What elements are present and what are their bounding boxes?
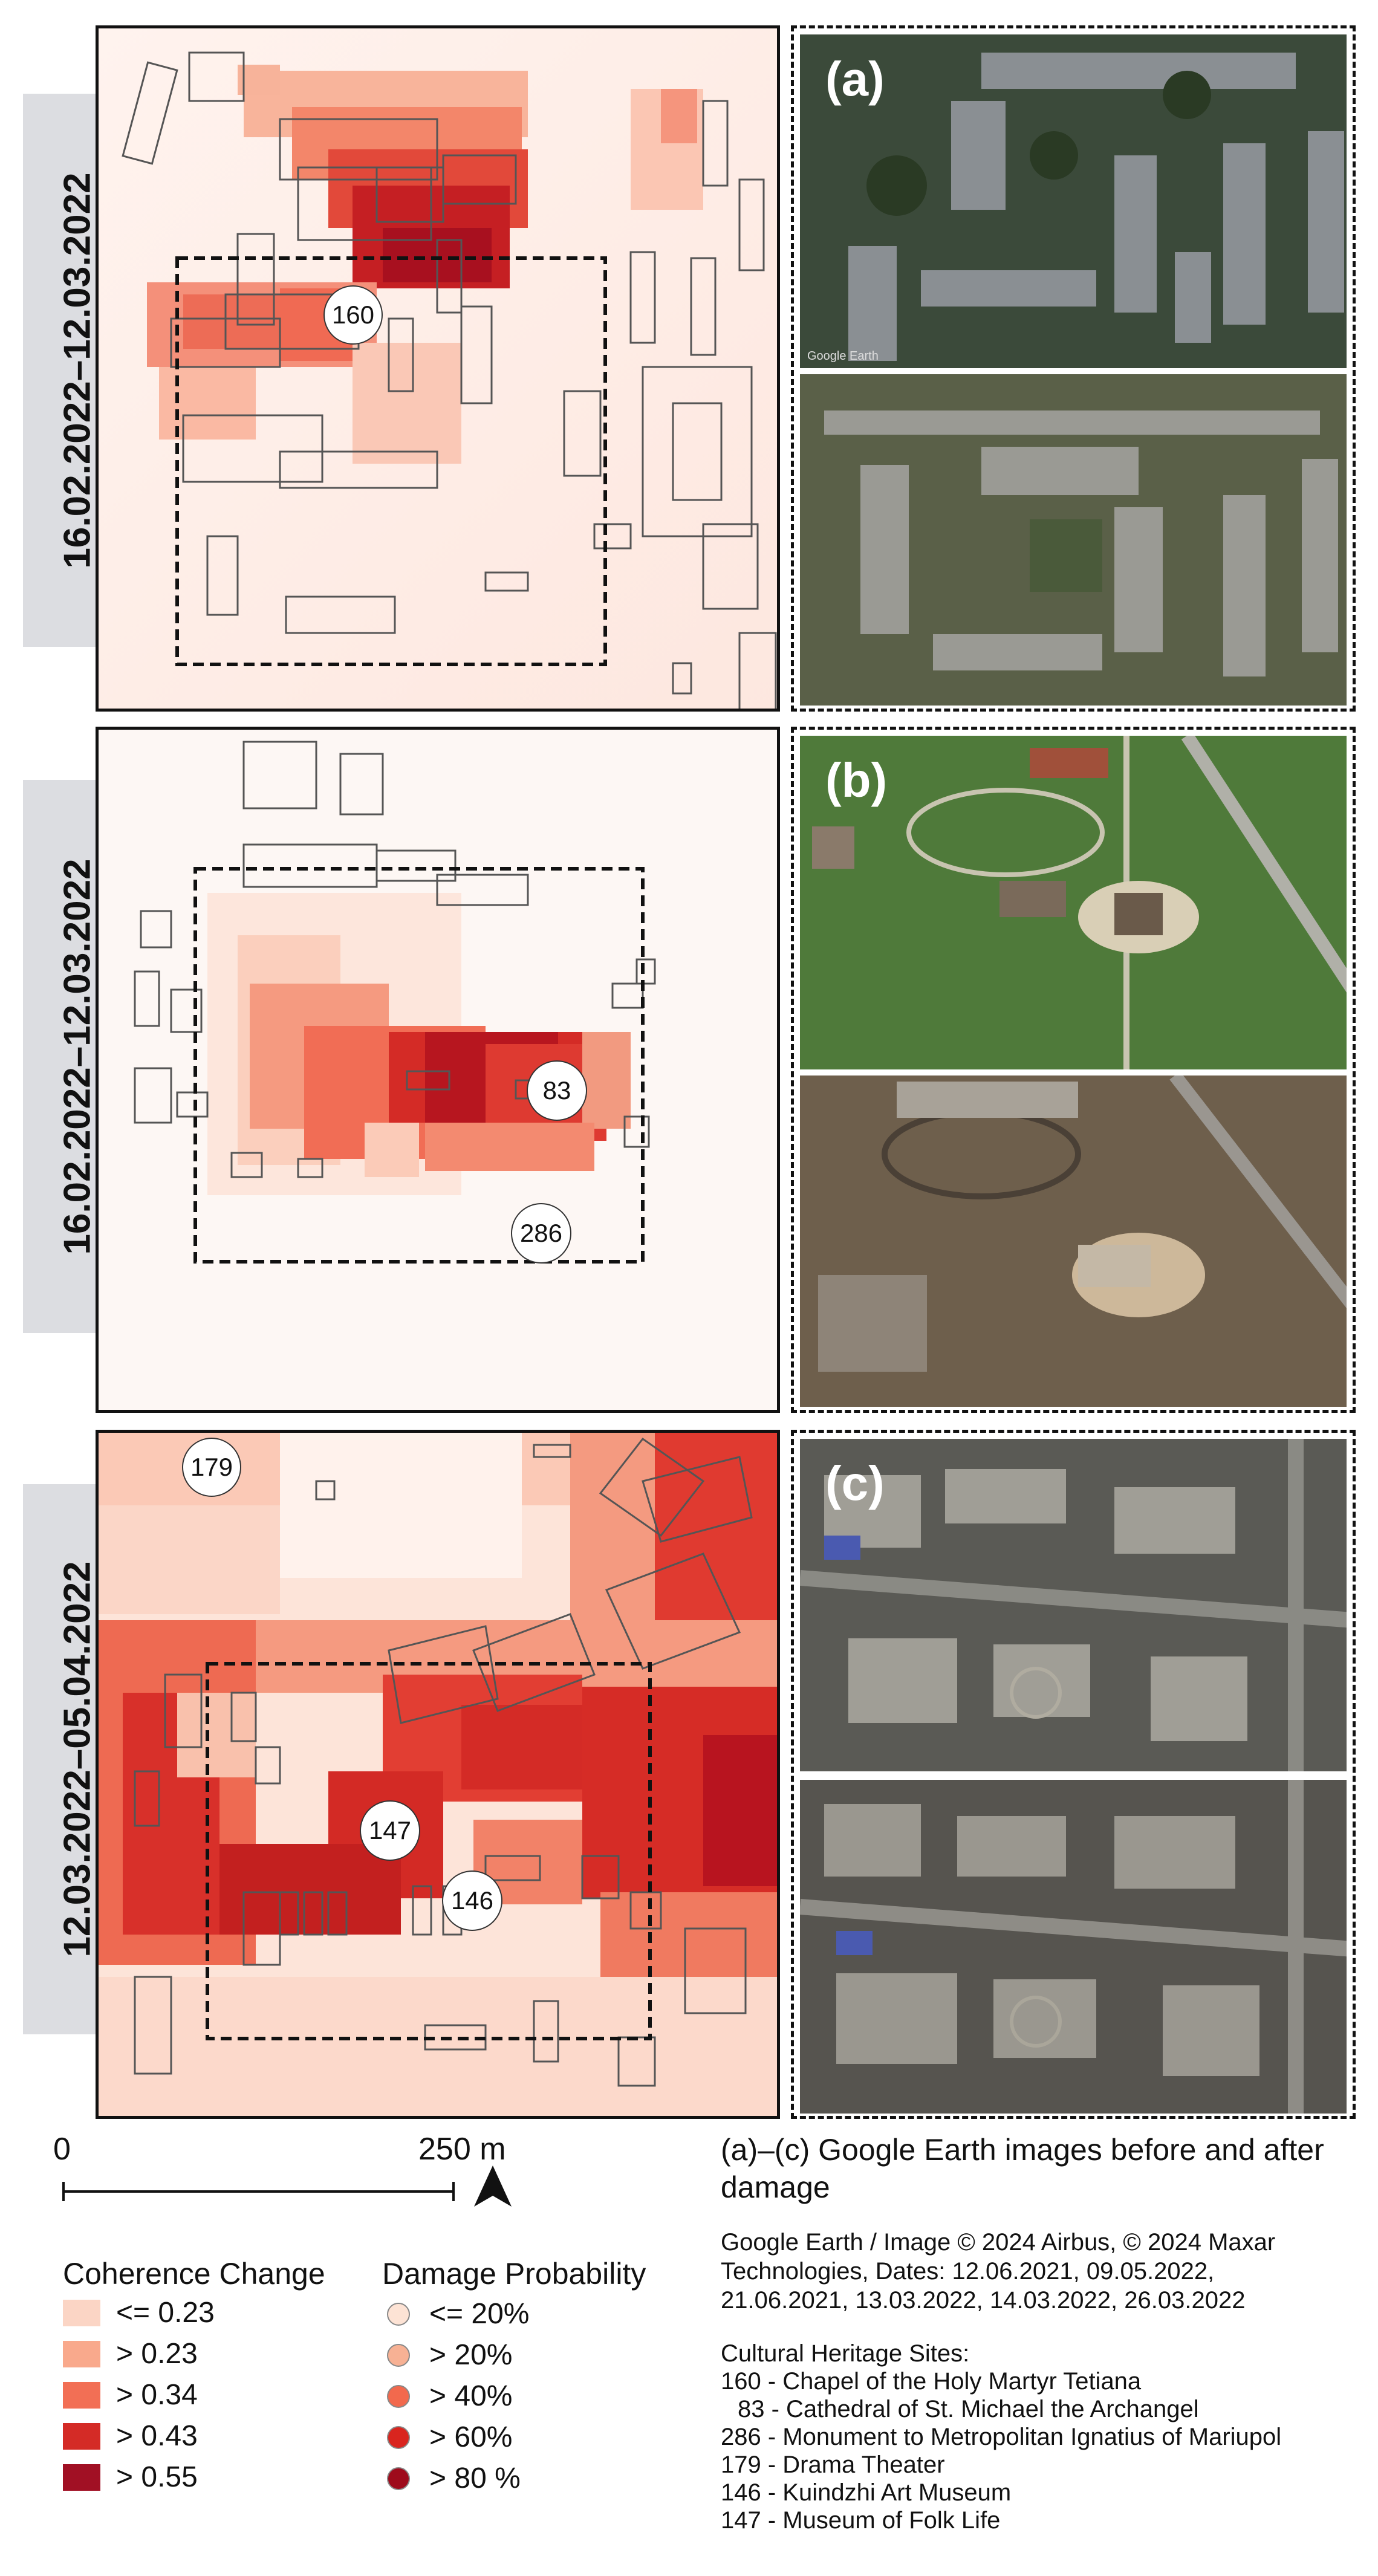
damage-legend-item: > 60%	[387, 2421, 512, 2454]
coherence-grid-b	[99, 730, 777, 1410]
map-panel-c: 179 147 146	[96, 1430, 780, 2119]
damage-dot	[387, 2467, 410, 2490]
heritage-item: 160 - Chapel of the Holy Martyr Tetiana	[721, 2368, 1142, 2395]
coherence-legend-item: > 0.23	[63, 2337, 198, 2370]
coherence-legend-title: Coherence Change	[63, 2257, 325, 2291]
heritage-item: 179 - Drama Theater	[721, 2451, 945, 2478]
heritage-list: Cultural Heritage Sites: 160 - Chapel of…	[721, 2340, 1281, 2534]
heritage-site-marker-179: 179	[182, 1438, 241, 1497]
satellite-images-c: (c)	[791, 1430, 1356, 2119]
heritage-site-marker-147: 147	[360, 1800, 420, 1861]
caption: (a)–(c) Google Earth images before and a…	[721, 2133, 1324, 2204]
satellite-images-b: (b)	[791, 727, 1356, 1413]
coherence-swatch	[63, 2340, 100, 2367]
scale-end-label: 250 m	[418, 2132, 506, 2167]
satellite-after-b	[800, 1075, 1347, 1407]
damage-legend-item: > 80 %	[387, 2462, 521, 2495]
scale-start-label: 0	[53, 2132, 71, 2167]
damage-legend-item: > 40%	[387, 2380, 512, 2413]
damage-dot	[387, 2302, 410, 2326]
coherence-grid-c	[99, 1433, 777, 2116]
map-panel-a: 160	[96, 25, 780, 712]
heritage-item: 286 - Monument to Metropolitan Ignatius …	[721, 2424, 1282, 2450]
google-earth-watermark: Google Earth	[807, 349, 879, 363]
heritage-item: 83 - Cathedral of St. Michael the Archan…	[738, 2396, 1199, 2422]
coherence-legend-item: > 0.55	[63, 2461, 198, 2494]
heritage-site-marker-146: 146	[442, 1870, 502, 1931]
heritage-site-marker-160: 160	[323, 285, 383, 345]
satellite-after-a	[800, 374, 1347, 706]
satellite-before-a: (a) Google Earth	[800, 34, 1347, 368]
coherence-swatch	[63, 2381, 100, 2409]
damage-dot	[387, 2384, 410, 2408]
damage-legend-item: > 20%	[387, 2338, 512, 2372]
coherence-swatch	[63, 2464, 100, 2491]
satellite-after-c	[800, 1780, 1347, 2114]
damage-dot	[387, 2425, 410, 2449]
coherence-legend-item: <= 0.23	[63, 2296, 215, 2329]
heritage-item: 146 - Kuindzhi Art Museum	[721, 2479, 1012, 2506]
panel-letter-b: (b)	[825, 753, 888, 807]
coherence-swatch	[63, 2422, 100, 2450]
satellite-before-c: (c)	[800, 1439, 1347, 1771]
scale-bar	[62, 2182, 455, 2201]
coherence-swatch	[63, 2299, 100, 2326]
heritage-item: 147 - Museum of Folk Life	[721, 2507, 1001, 2534]
map-panel-b: 83 286	[96, 727, 780, 1413]
satellite-before-b: (b)	[800, 736, 1347, 1069]
coherence-legend-item: > 0.34	[63, 2378, 198, 2412]
coherence-legend-item: > 0.43	[63, 2419, 198, 2453]
panel-letter-c: (c)	[825, 1456, 885, 1510]
damage-legend-title: Damage Probability	[382, 2257, 646, 2291]
damage-dot	[387, 2343, 410, 2367]
satellite-images-a: (a) Google Earth	[791, 25, 1356, 712]
damage-legend-item: <= 20%	[387, 2297, 529, 2331]
heritage-list-title: Cultural Heritage Sites:	[721, 2340, 970, 2367]
heritage-site-marker-286: 286	[511, 1203, 571, 1264]
coherence-grid-a	[99, 28, 777, 709]
north-arrow-icon	[474, 2166, 512, 2207]
heritage-site-marker-83: 83	[527, 1060, 587, 1121]
panel-letter-a: (a)	[825, 52, 885, 106]
image-credit: Google Earth / Image © 2024 Airbus, © 20…	[721, 2229, 1276, 2314]
